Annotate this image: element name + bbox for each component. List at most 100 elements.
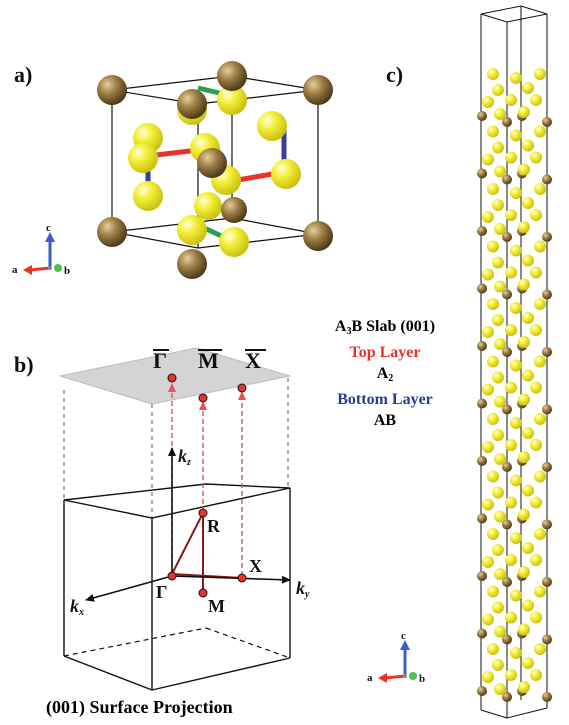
slab-atom-yellow <box>492 84 504 96</box>
slab-atom-yellow <box>522 484 534 497</box>
slab-atom-yellow <box>518 681 530 693</box>
slab-legend: A3B Slab (001) Top Layer A2 Bottom Layer… <box>300 316 470 431</box>
slab-atom-yellow <box>487 528 499 540</box>
slab-atom-yellow <box>518 393 530 406</box>
bottom-layer-composition: AB <box>373 412 397 429</box>
slab-atom-yellow <box>492 544 504 556</box>
slab-atom-yellow <box>510 647 522 659</box>
slab-atom-yellow <box>518 278 530 291</box>
slab-atom-yellow <box>530 439 542 451</box>
panel-label-c: c) <box>386 62 404 87</box>
slab-atom-gold <box>542 692 552 702</box>
slab-atom-yellow <box>530 324 542 336</box>
slab-atom-gold <box>542 232 552 242</box>
slab-atom-yellow <box>482 671 494 683</box>
slab-atom-gold <box>502 577 512 587</box>
slab-atom-yellow <box>522 542 534 554</box>
slab-atom-yellow <box>522 312 534 324</box>
slab-atom-yellow <box>522 657 534 669</box>
slab-atom-yellow <box>518 508 530 521</box>
slab-atom-yellow <box>505 381 517 394</box>
panel-label-b: b) <box>14 352 34 377</box>
slab-atom-gold <box>502 117 512 127</box>
point-m: M <box>208 596 225 616</box>
slab-atoms <box>477 68 552 702</box>
slab-atom-yellow <box>482 613 494 626</box>
slab-atom-gold <box>542 519 552 530</box>
slab-box <box>480 5 548 719</box>
slab-atom-gold <box>477 686 487 696</box>
slab-atom-yellow <box>522 197 534 209</box>
slab-atom-yellow <box>492 659 504 671</box>
slab-atom-gold <box>477 571 487 581</box>
slab-atom-yellow <box>530 554 542 566</box>
high-symmetry-points <box>167 373 247 598</box>
slab-atom-yellow <box>522 369 534 382</box>
slab-atom-gold <box>502 347 512 357</box>
slab-atom-yellow <box>482 441 494 453</box>
slab-atom-yellow <box>494 395 506 408</box>
slab-atom-yellow <box>510 474 522 487</box>
slab-atom-yellow <box>510 302 522 314</box>
slab-atom-yellow <box>505 324 517 336</box>
slab-atom-yellow <box>505 554 517 566</box>
slab-atom-yellow <box>482 383 494 396</box>
slab-atom-yellow <box>494 108 506 120</box>
slab-atom-gold <box>477 111 487 121</box>
slab-atom-yellow <box>530 151 542 164</box>
slab-atom-yellow <box>505 669 517 681</box>
slab-atom-yellow <box>494 223 506 235</box>
slab-atom-yellow <box>482 326 494 338</box>
axis-label-a: a <box>12 264 18 276</box>
slab-atom-yellow <box>487 585 499 598</box>
slab-atom-yellow <box>492 486 504 499</box>
brillouin-zone <box>59 347 291 691</box>
figure-caption: (001) Surface Projection <box>46 697 233 717</box>
slab-atom-yellow <box>534 298 546 310</box>
slab-atom-yellow <box>494 683 506 695</box>
slab-atom-yellow <box>518 106 530 118</box>
slab-atom-yellow <box>522 82 534 94</box>
slab-atom-yellow <box>487 470 499 483</box>
kx-axis <box>85 575 173 602</box>
slab-atom-yellow <box>510 417 522 429</box>
slab-atom-yellow <box>505 611 517 624</box>
slab-atom-yellow <box>505 266 517 279</box>
bz-box <box>63 483 291 691</box>
slab-atom-yellow <box>530 496 542 509</box>
axis-label-c-2: c <box>401 630 406 642</box>
slab-atom-gold <box>542 462 552 472</box>
slab-atom-yellow <box>534 183 546 195</box>
slab-atom-yellow <box>492 141 504 154</box>
slab-atom-yellow <box>492 314 504 326</box>
slab-atom-yellow <box>518 163 530 176</box>
ky-label: ky <box>296 578 310 600</box>
slab-atom-yellow <box>510 187 522 199</box>
slab-atom-yellow <box>510 589 522 602</box>
projection-arrows <box>168 383 246 592</box>
slab-atom-yellow <box>530 611 542 624</box>
slab-atom-yellow <box>530 94 542 106</box>
atoms-gold <box>97 61 333 279</box>
slab-atom-gold <box>502 232 512 242</box>
slab-atom-yellow <box>492 371 504 384</box>
point-gamma: Γ <box>156 582 168 602</box>
slab-atom-yellow <box>522 254 534 267</box>
slab-atom-yellow <box>534 470 546 483</box>
slab-atom-gold <box>477 628 487 639</box>
slab-atom-yellow <box>482 96 494 108</box>
point-x-bar: X <box>245 348 261 373</box>
slab-atom-yellow <box>510 532 522 544</box>
slab-atom-yellow <box>518 451 530 463</box>
ky-axis <box>171 575 291 584</box>
slab-atom-yellow <box>522 427 534 439</box>
slab-atom-yellow <box>534 585 546 598</box>
slab-atom-yellow <box>492 601 504 614</box>
slab-atom-yellow <box>518 336 530 348</box>
axis-label-a-2: a <box>367 672 373 684</box>
slab-atom-yellow <box>530 266 542 279</box>
top-layer-label: Top Layer <box>349 344 421 361</box>
slab-atom-gold <box>502 692 512 702</box>
slab-atom-yellow <box>482 556 494 568</box>
